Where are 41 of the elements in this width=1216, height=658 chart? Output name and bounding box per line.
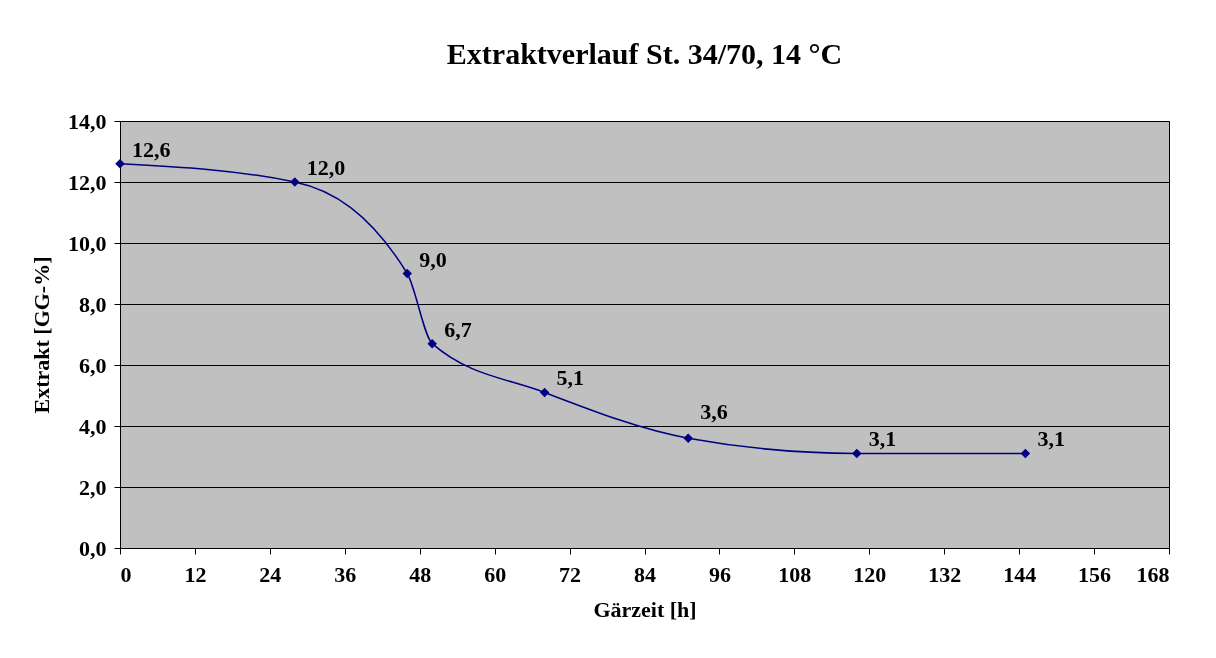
chart-title: Extraktverlauf St. 34/70, 14 °C [446,37,843,70]
x-axis-title: Gärzeit [h] [593,596,697,622]
x-tick-label: 12 [184,561,207,587]
data-label: 3,1 [1037,426,1065,452]
x-tick-label: 144 [1003,561,1037,587]
data-label: 3,1 [868,426,897,452]
y-tick-label: 8,0 [79,291,107,317]
point [427,338,437,349]
data-label: 3,6 [700,399,728,425]
y-tick-label: 12,0 [68,169,107,195]
data-label: 12,0 [306,155,346,180]
x-tick-label: 60 [484,561,507,587]
x-tick-label: 96 [708,561,731,587]
x-tick-label: 120 [853,561,887,587]
x-tick-label: 108 [778,561,812,587]
y-tick-label: 0,0 [79,535,107,561]
point [1020,448,1031,459]
x-tick-label: 0 [120,561,132,587]
x-tick-label: 24 [259,561,282,587]
x-tick-label: 132 [928,561,962,587]
y-tick-label: 14,0 [68,108,107,134]
data-label: 6,7 [444,316,472,342]
x-tick-label: 156 [1078,561,1112,587]
x-tick-label: 84 [634,561,656,587]
point [852,448,862,459]
y-tick-label: 2,0 [79,474,107,500]
x-tick-label: 168 [1136,561,1170,587]
y-axis-title: Extrakt [GG-%] [29,256,54,414]
x-tick-label: 36 [334,561,357,587]
data-label: 5,1 [556,365,585,391]
x-tick-label: 72 [559,561,582,587]
data-label: 12,6 [132,136,171,162]
point [683,433,693,443]
point [402,268,412,279]
y-tick-label: 4,0 [79,413,107,439]
x-tick-label: 48 [409,561,432,587]
y-tick-label: 6,0 [79,352,107,378]
y-tick-label: 10,0 [68,230,107,256]
data-label: 9,0 [419,246,447,272]
point [115,158,125,169]
point [539,387,550,398]
